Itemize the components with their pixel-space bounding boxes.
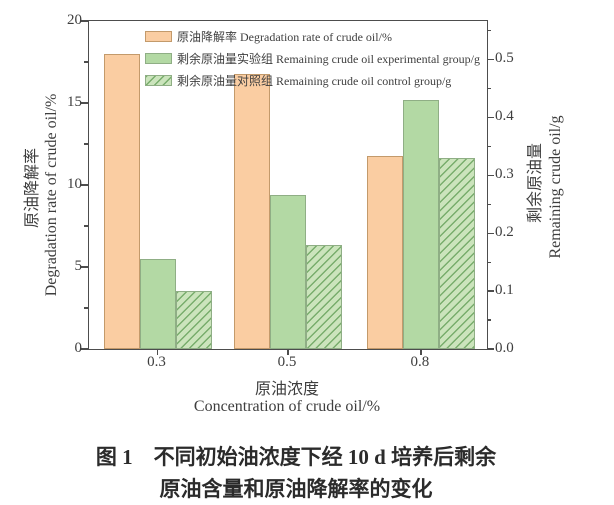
right-major-tick: [487, 232, 494, 234]
left-minor-tick: [84, 61, 88, 63]
left-major-tick: [81, 184, 88, 186]
right-minor-tick: [487, 87, 491, 89]
bar-orange-solid-0.5: [234, 73, 270, 349]
right-tick-label: 0.1: [495, 282, 514, 298]
bar-green-solid-0.3: [139, 259, 176, 349]
left-minor-tick: [84, 143, 88, 145]
left-tick-label: 0: [74, 340, 83, 356]
bar-green-solid-0.8: [402, 99, 439, 349]
left-major-tick: [81, 266, 88, 268]
x-tick-label: 0.5: [277, 354, 297, 370]
left-major-tick: [81, 102, 88, 104]
bar-orange-solid-0.3: [103, 53, 140, 349]
bar-orange-solid-0.8: [366, 155, 403, 349]
legend-label-1: 剩余原油量实验组 Remaining crude oil experimenta…: [177, 51, 480, 66]
left-major-tick: [81, 20, 88, 22]
caption-line-1: 图 1 不同初始油浓度下经 10 d 培养后剩余: [95, 445, 497, 469]
left-axis-title-en: Degradation rate of crude oil/%: [43, 93, 60, 297]
left-axis-title-zh: 原油降解率: [24, 147, 41, 229]
x-major-tick: [156, 349, 159, 355]
right-major-tick: [487, 348, 494, 350]
right-tick-label: 0.0: [495, 340, 514, 356]
right-minor-tick: [487, 29, 491, 31]
right-tick-label: 0.2: [495, 224, 514, 241]
left-tick-label: 10: [67, 176, 82, 192]
legend-label-0: 原油降解率 Degradation rate of crude oil/%: [177, 29, 392, 44]
left-tick-label: 5: [74, 258, 83, 274]
bar-green-hatched-0.8: [438, 157, 475, 349]
left-minor-tick: [84, 225, 88, 227]
legend-swatch-orange-solid: [145, 30, 172, 42]
legend-row-1: 剩余原油量实验组 Remaining crude oil experimenta…: [145, 47, 480, 69]
figure-caption: 图 1 不同初始油浓度下经 10 d 培养后剩余 原油含量和原油降解率的变化: [0, 441, 592, 505]
legend-row-2: 剩余原油量对照组 Remaining crude oil control gro…: [145, 69, 480, 91]
right-major-tick: [487, 58, 494, 60]
right-major-tick: [487, 290, 494, 292]
x-major-tick: [287, 349, 289, 355]
right-major-tick: [487, 116, 494, 118]
right-axis-title-en: Remaining crude oil/g: [547, 115, 564, 259]
left-minor-tick: [84, 307, 88, 309]
bar-green-hatched-0.5: [306, 244, 342, 349]
x-tick-label: 0.3: [147, 354, 166, 370]
left-tick-label: 15: [67, 94, 82, 110]
legend-label-2: 剩余原油量对照组 Remaining crude oil control gro…: [177, 73, 452, 88]
right-tick-label: 0.3: [495, 166, 514, 183]
plot-area: 原油降解率 Degradation rate of crude oil/% 剩余原…: [81, 20, 494, 355]
bar-green-solid-0.5: [270, 195, 306, 349]
right-minor-tick: [487, 203, 491, 205]
right-minor-tick: [487, 145, 491, 147]
left-major-tick: [81, 348, 88, 350]
left-tick-label: 20: [67, 12, 82, 28]
legend-swatch-green-hatched: [145, 74, 172, 86]
legend-row-0: 原油降解率 Degradation rate of crude oil/%: [145, 25, 480, 47]
bar-green-hatched-0.3: [175, 291, 212, 349]
right-minor-tick: [487, 319, 491, 321]
right-minor-tick: [487, 261, 491, 263]
right-tick-label: 0.4: [495, 108, 514, 125]
x-major-tick: [420, 349, 422, 355]
x-axis-title-zh: 原油浓度: [254, 381, 319, 398]
legend: 原油降解率 Degradation rate of crude oil/% 剩余原…: [145, 25, 480, 91]
right-tick-label: 0.5: [495, 50, 514, 67]
x-axis-title-en: Concentration of crude oil/%: [193, 398, 381, 415]
right-axis-title-zh: 剩余原油量: [527, 142, 544, 224]
legend-swatch-green-solid: [145, 52, 172, 64]
x-tick-label: 0.8: [410, 354, 430, 370]
right-major-tick: [487, 174, 494, 176]
caption-line-2: 原油含量和原油降解率的变化: [159, 477, 433, 501]
